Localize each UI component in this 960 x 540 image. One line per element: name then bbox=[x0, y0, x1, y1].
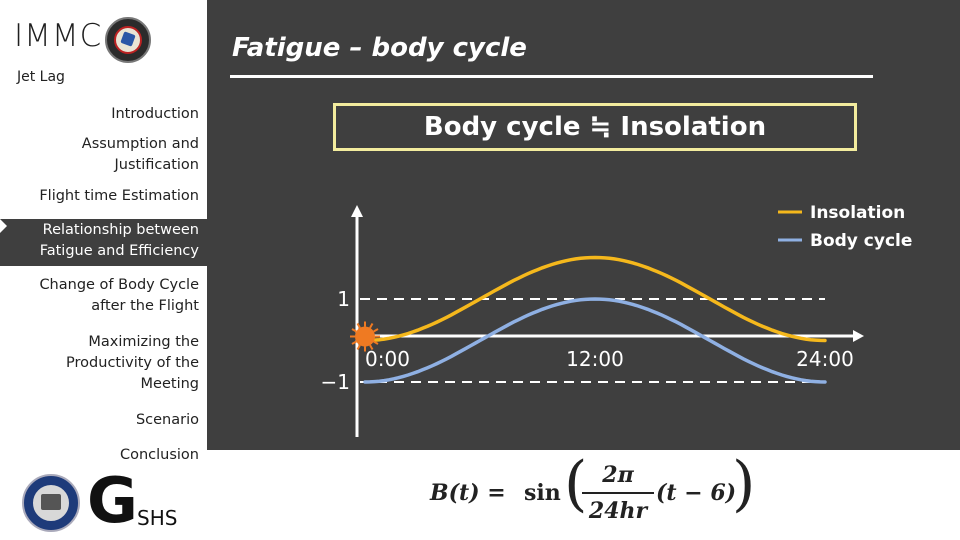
presentation-subtitle: Jet Lag bbox=[17, 69, 65, 85]
sun-ray-11 bbox=[373, 328, 379, 333]
sun-ray-8 bbox=[356, 323, 361, 329]
school-seal-icon bbox=[22, 474, 80, 532]
series-line-body-cycle bbox=[363, 297, 827, 384]
equation-close-paren: ) bbox=[732, 449, 756, 519]
brand-title: IMMC bbox=[14, 18, 103, 54]
sun-ray-4 bbox=[356, 344, 361, 350]
x-tick-label-1: 12:00 bbox=[566, 347, 624, 371]
sidebar-item-scenario[interactable]: Scenario bbox=[135, 412, 199, 428]
title-underline bbox=[230, 75, 873, 78]
x-tick-label-0: 0:00 bbox=[365, 347, 410, 371]
sidebar-item-flight-time[interactable]: Flight time Estimation bbox=[39, 188, 199, 204]
sun-ray-2 bbox=[369, 344, 374, 350]
sidebar: IMMC Jet Lag Introduction Assumption and… bbox=[0, 0, 207, 540]
sidebar-item-introduction[interactable]: Introduction bbox=[111, 106, 199, 122]
slide-title: Fatigue – body cycle bbox=[232, 33, 527, 63]
legend-label-1: Body cycle bbox=[810, 231, 912, 251]
gshs-logo-text: SHS bbox=[137, 506, 178, 530]
sidebar-item-fatigue-efficiency[interactable]: Relationship between Fatigue and Efficie… bbox=[0, 219, 207, 266]
sidebar-item-assumption[interactable]: Assumption and Justification bbox=[81, 136, 199, 173]
x-tick-label-2: 24:00 bbox=[796, 347, 854, 371]
headline-box: Body cycle ≒ Insolation bbox=[333, 103, 857, 151]
y-tick-label-0: 1 bbox=[337, 287, 350, 311]
sidebar-item-body-cycle-change[interactable]: Change of Body Cycle after the Flight bbox=[39, 277, 199, 314]
sun-ray-5 bbox=[351, 340, 357, 345]
equation-open-paren: ( bbox=[564, 449, 588, 519]
series-line-insolation bbox=[363, 255, 827, 343]
equation-denominator: 24hr bbox=[588, 498, 648, 524]
body-cycle-chart: 1 −1 0:00 12:00 24:00 Insolation Body cycle bbox=[321, 203, 912, 437]
equation-numerator: 2π bbox=[602, 462, 634, 488]
equation-argument: (t − 6) bbox=[656, 480, 737, 506]
equation-lhs: B(t) = bbox=[430, 480, 506, 506]
headline-text: Body cycle ≒ Insolation bbox=[423, 112, 767, 142]
sun-ray-7 bbox=[351, 328, 357, 333]
sun-ray-1 bbox=[373, 340, 379, 345]
equation-band bbox=[207, 450, 960, 540]
fraction-bar bbox=[582, 492, 654, 494]
legend-label-0: Insolation bbox=[810, 203, 905, 223]
equation-function: sin bbox=[524, 480, 561, 506]
y-tick-label-1: −1 bbox=[321, 370, 350, 394]
x-axis-arrow-icon bbox=[853, 330, 864, 342]
imc-logo-icon bbox=[105, 17, 151, 63]
sidebar-item-conclusion[interactable]: Conclusion bbox=[119, 447, 199, 463]
sun-icon bbox=[355, 326, 375, 347]
gshs-logo-letter: G bbox=[87, 464, 138, 537]
sun-ray-10 bbox=[369, 323, 374, 329]
sidebar-item-maximizing-productivity[interactable]: Maximizing the Productivity of the Meeti… bbox=[66, 334, 199, 392]
y-axis-arrow-icon bbox=[351, 205, 363, 217]
